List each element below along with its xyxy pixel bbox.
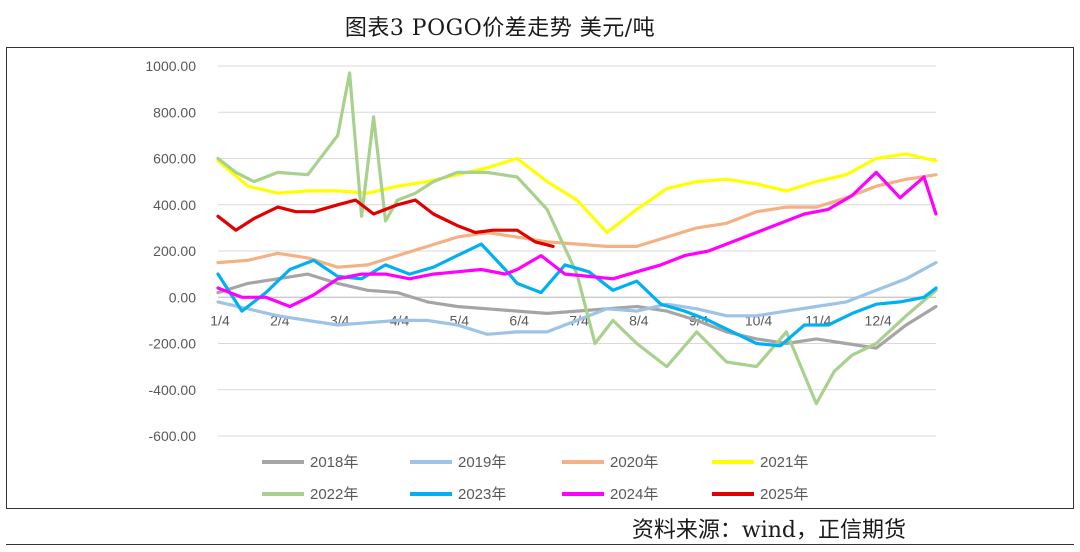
title-divider [6, 47, 1074, 48]
chart-title: 图表3 POGO价差走势 美元/吨 [344, 16, 656, 41]
series-line [216, 152, 938, 235]
right-border [1073, 48, 1074, 508]
y-tick-label: 800.00 [153, 104, 196, 120]
series-line [216, 170, 938, 309]
series-line [216, 272, 938, 350]
series-line [216, 261, 938, 336]
y-tick-label: 0.00 [169, 289, 196, 305]
legend-label: 2021年 [760, 454, 808, 471]
x-tick-label: 12/4 [865, 312, 892, 328]
left-border [6, 48, 7, 508]
series-line [216, 173, 938, 269]
y-tick-label: -600.00 [149, 428, 197, 444]
series-line [216, 242, 938, 348]
legend-label: 2019年 [458, 454, 506, 471]
y-tick-label: 1000.00 [145, 58, 196, 74]
legend-label: 2023年 [458, 486, 506, 503]
y-tick-label: 400.00 [153, 197, 196, 213]
series-line [216, 71, 938, 406]
legend-label: 2024年 [610, 486, 658, 503]
legend-label: 2022年 [310, 486, 358, 503]
legend-label: 2018年 [310, 454, 358, 471]
y-tick-label: -400.00 [149, 382, 197, 398]
y-tick-label: 600.00 [153, 151, 196, 167]
legend-label: 2025年 [760, 486, 808, 503]
series-line [216, 198, 555, 248]
x-tick-label: 6/4 [509, 312, 529, 328]
source-note: 资料来源：wind，正信期货 [631, 518, 906, 543]
x-tick-label: 8/4 [629, 312, 649, 328]
bottom-border [6, 544, 1074, 545]
footer-divider [6, 508, 1074, 509]
x-tick-label: 1/4 [210, 312, 230, 328]
y-tick-label: -200.00 [149, 336, 197, 352]
y-tick-label: 200.00 [153, 243, 196, 259]
legend-label: 2020年 [610, 454, 658, 471]
